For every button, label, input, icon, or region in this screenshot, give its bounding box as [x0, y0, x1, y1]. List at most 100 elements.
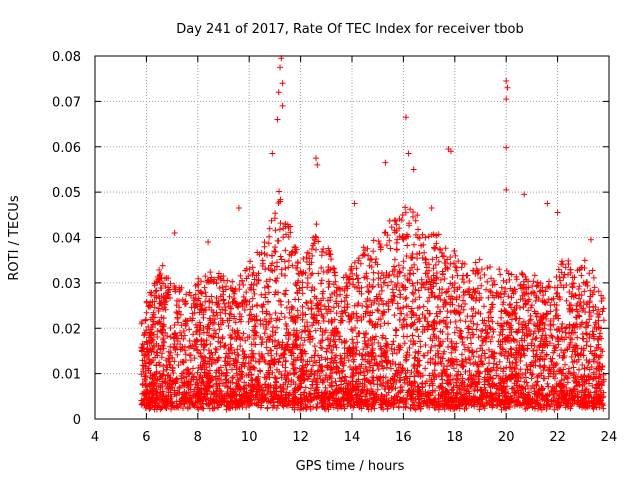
data-point: [145, 334, 152, 341]
data-point: [566, 308, 573, 315]
data-point: [324, 297, 331, 304]
data-point: [414, 266, 421, 273]
data-point: [432, 396, 439, 403]
data-point: [452, 401, 459, 408]
data-point: [520, 289, 527, 296]
data-point: [351, 356, 358, 363]
data-point: [159, 378, 166, 385]
data-point: [263, 376, 270, 383]
data-point: [437, 383, 444, 390]
data-point: [540, 367, 547, 374]
data-point: [519, 271, 526, 278]
data-point: [154, 328, 161, 335]
data-point: [330, 336, 337, 343]
data-point: [326, 251, 333, 258]
data-point: [259, 308, 266, 315]
data-point: [508, 346, 515, 353]
data-point: [211, 327, 218, 334]
data-point: [241, 351, 248, 358]
data-point: [528, 371, 535, 378]
data-point: [300, 357, 307, 364]
data-point: [462, 368, 469, 375]
data-point: [580, 352, 587, 359]
data-point: [291, 402, 298, 409]
data-point: [365, 403, 372, 410]
data-point: [449, 360, 456, 367]
data-point: [403, 303, 410, 310]
data-point: [370, 395, 377, 402]
data-point: [514, 378, 521, 385]
data-point: [510, 290, 517, 297]
data-point: [454, 384, 461, 391]
data-point: [543, 351, 550, 358]
data-point: [328, 256, 335, 263]
data-point: [519, 295, 526, 302]
data-point: [599, 308, 606, 315]
data-point: [273, 366, 280, 373]
data-point: [517, 304, 524, 311]
data-point: [511, 311, 518, 318]
data-point: [311, 343, 318, 350]
data-point: [266, 311, 273, 318]
data-point: [283, 287, 290, 294]
data-point: [319, 345, 326, 352]
data-point: [595, 341, 602, 348]
data-point: [505, 293, 512, 300]
data-point: [337, 291, 344, 298]
data-point: [192, 341, 199, 348]
data-point: [158, 342, 165, 349]
data-point: [268, 315, 275, 322]
data-point: [494, 364, 501, 371]
data-point: [515, 370, 522, 377]
data-point: [539, 320, 546, 327]
data-point: [226, 293, 233, 300]
data-point: [229, 374, 236, 381]
data-point: [336, 400, 343, 407]
data-point: [457, 317, 464, 324]
data-point: [553, 380, 560, 387]
data-point: [442, 265, 449, 272]
data-point: [297, 372, 304, 379]
data-point: [328, 347, 335, 354]
data-point: [203, 394, 210, 401]
data-point: [338, 298, 345, 305]
data-point: [188, 376, 195, 383]
data-point: [434, 347, 441, 354]
data-point: [334, 397, 341, 404]
data-point: [263, 278, 270, 285]
data-point: [138, 320, 145, 327]
data-point: [503, 279, 510, 286]
data-point: [383, 401, 390, 408]
data-point: [351, 259, 358, 266]
data-point: [150, 331, 157, 338]
data-point: [428, 344, 435, 351]
data-point: [330, 265, 337, 272]
data-point: [320, 295, 327, 302]
data-point: [180, 335, 187, 342]
data-point: [287, 229, 294, 236]
data-point: [442, 245, 449, 252]
data-point: [344, 401, 351, 408]
data-point: [251, 328, 258, 335]
data-point: [286, 309, 293, 316]
data-point: [368, 318, 375, 325]
data-point: [145, 303, 152, 310]
data-point: [511, 392, 518, 399]
data-point: [424, 298, 431, 305]
data-point: [219, 391, 226, 398]
data-point: [586, 270, 593, 277]
data-point: [502, 288, 509, 295]
data-point: [505, 374, 512, 381]
data-point: [294, 258, 301, 265]
data-point: [177, 341, 184, 348]
data-point: [256, 251, 263, 258]
data-point: [358, 361, 365, 368]
data-point: [201, 342, 208, 349]
data-point: [338, 339, 345, 346]
data-point: [158, 404, 165, 411]
data-point: [592, 384, 599, 391]
data-point: [284, 400, 291, 407]
data-point: [328, 383, 335, 390]
data-point: [453, 267, 460, 274]
